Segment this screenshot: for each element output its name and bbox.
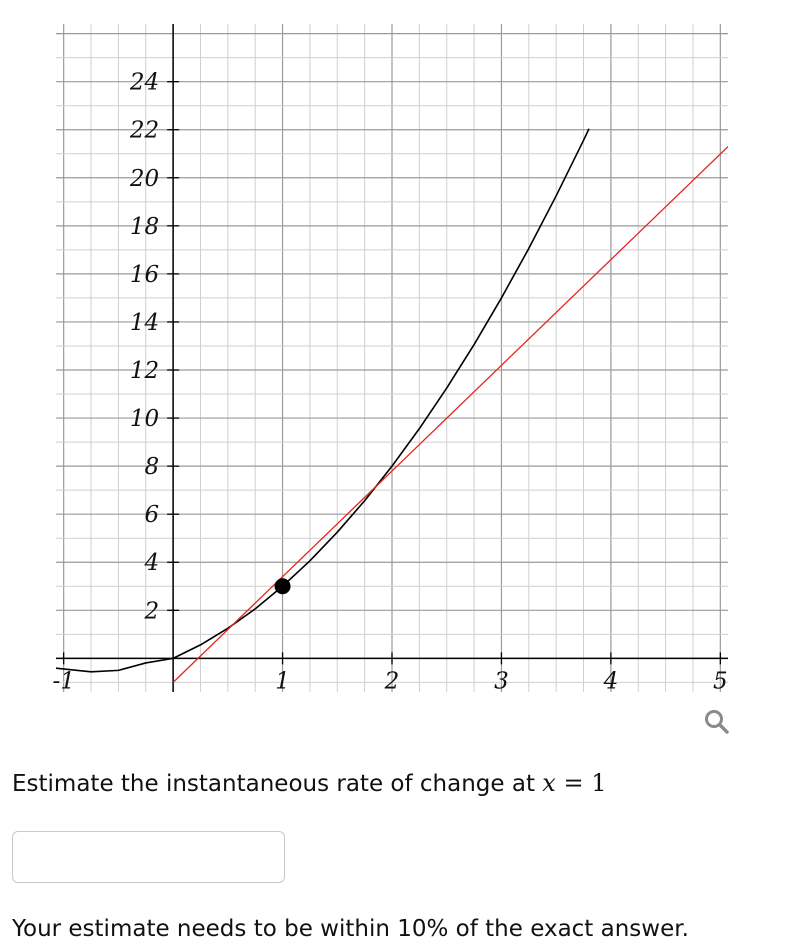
y-tick-label: 24 (129, 70, 159, 96)
math-variable: x (542, 769, 556, 797)
y-tick-label: 4 (143, 550, 159, 576)
magnifier-icon[interactable] (700, 706, 734, 740)
function-curve (56, 128, 590, 673)
x-tick-label: 4 (603, 668, 619, 694)
tangent-line (172, 146, 728, 683)
answer-input[interactable] (12, 831, 285, 883)
x-tick-label: 5 (713, 668, 728, 694)
x-tick-label: 1 (275, 668, 290, 694)
y-tick-label: 14 (130, 310, 159, 336)
x-tick-label: -1 (52, 668, 74, 694)
y-tick-label: 18 (130, 214, 159, 240)
math-equals-value: = 1 (555, 769, 607, 797)
tolerance-note: Your estimate needs to be within 10% of … (12, 916, 689, 942)
y-tick-label: 10 (130, 406, 159, 432)
question-prefix: Estimate the instantaneous rate of chang… (12, 771, 543, 797)
tangent-point (274, 578, 291, 595)
y-tick-label: 22 (129, 118, 159, 144)
math-expression: x = 1 (542, 769, 606, 797)
y-tick-label: 6 (144, 502, 159, 528)
graph-panel: -1 1 2 3 4 5 2 4 6 8 10 12 14 16 18 20 22 24 (52, 24, 728, 694)
question-text: Estimate the instantaneous rate of chang… (12, 766, 606, 801)
x-tick-label: 3 (494, 668, 509, 694)
x-tick-label: 2 (384, 668, 400, 694)
y-tick-label: 20 (129, 166, 159, 192)
y-tick-label: 12 (130, 358, 159, 384)
y-tick-label: 8 (144, 454, 159, 480)
y-tick-label: 16 (130, 262, 159, 288)
y-tick-label: 2 (143, 598, 159, 624)
